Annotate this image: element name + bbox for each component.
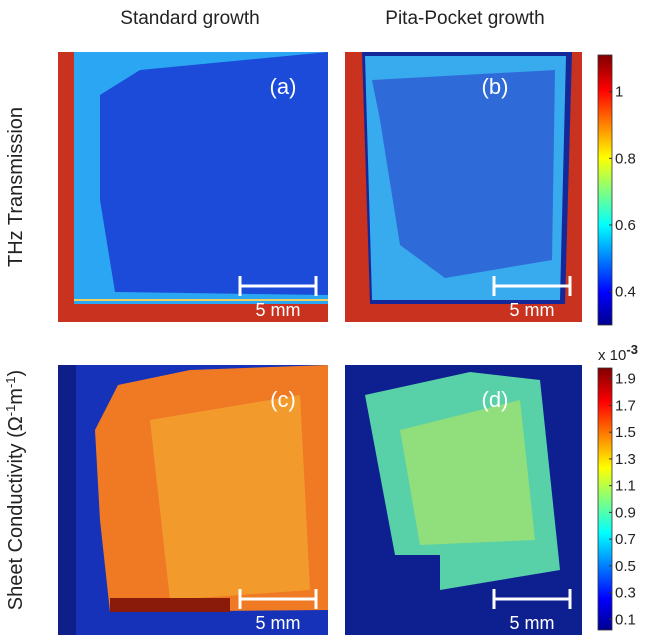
scale-bar-label: 5 mm: [256, 613, 301, 633]
panel-label: (d): [482, 387, 509, 412]
column-header: Pita-Pocket growth: [385, 8, 544, 29]
row-label: THz Transmission: [5, 107, 27, 267]
colorbar-tick-label: 1.9: [615, 371, 636, 388]
colorbar: [598, 55, 612, 325]
row-label: Sheet Conductivity (Ω-1m-1): [3, 370, 27, 610]
panel-label: (a): [270, 74, 297, 99]
colorbar-tick-label: 1.5: [615, 424, 636, 441]
colorbar-tick-label: 0.1: [615, 611, 636, 628]
colorbar-multiplier: x 10-3: [598, 342, 638, 364]
map-panel: [345, 365, 582, 635]
column-header: Standard growth: [120, 8, 259, 29]
map-panel: [345, 52, 582, 322]
colorbar-tick-label: 0.3: [615, 585, 636, 602]
colorbar-tick-label: 0.5: [615, 558, 636, 575]
colorbar-tick-label: 0.9: [615, 504, 636, 521]
colorbar-tick-label: 1: [615, 84, 623, 101]
colorbar-tick-label: 0.4: [615, 284, 636, 301]
colorbar-tick-label: 0.6: [615, 217, 636, 234]
colorbar-tick-label: 0.8: [615, 150, 636, 167]
scale-bar-label: 5 mm: [510, 613, 555, 633]
colorbar-tick-label: 1.1: [615, 478, 636, 495]
multiplier-base: x 10: [598, 347, 626, 364]
colorbar: [598, 368, 612, 630]
panel-label: (c): [270, 387, 296, 412]
figure: Standard growth Pita-Pocket growth THz T…: [0, 0, 665, 642]
colorbar-tick-label: 1.7: [615, 397, 636, 414]
scale-bar-label: 5 mm: [256, 300, 301, 320]
scale-bar-label: 5 mm: [510, 300, 555, 320]
colorbar-tick-label: 1.3: [615, 451, 636, 468]
multiplier-exponent: -3: [626, 342, 638, 357]
panel-label: (b): [482, 74, 509, 99]
colorbar-tick-label: 0.7: [615, 531, 636, 548]
